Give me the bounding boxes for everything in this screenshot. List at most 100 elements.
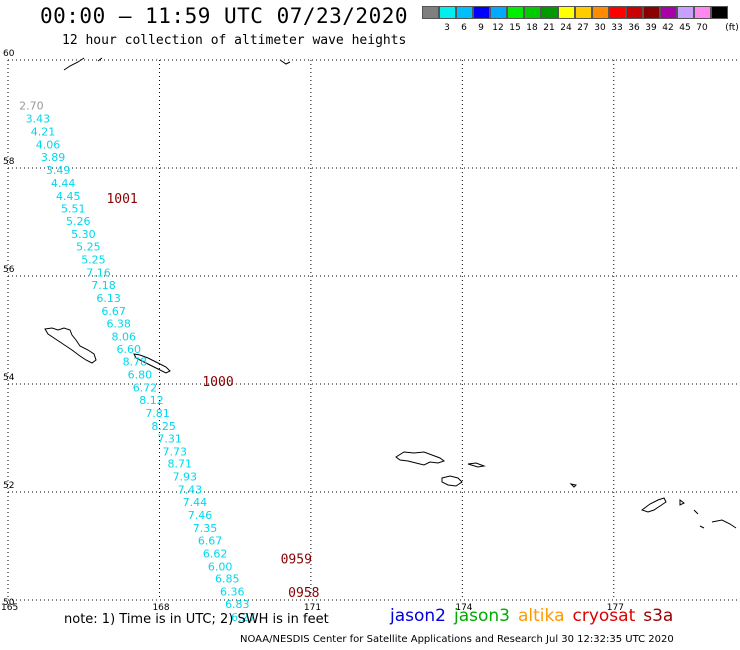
colorbar-swatch (439, 6, 456, 19)
swh-value-label: 6.72 (133, 382, 158, 395)
swh-value-label: 6.85 (215, 573, 240, 586)
swh-value-label: 6.62 (203, 547, 228, 560)
swh-value-label: 7.43 (178, 484, 203, 497)
swh-value-label: 3.43 (26, 113, 51, 126)
colorbar-label: 30 (594, 23, 606, 33)
coastline-bering-island (44, 327, 97, 364)
swh-value-label: 5.26 (66, 215, 91, 228)
coastline-buldir-island (569, 483, 578, 488)
satellite-legend: jason2 jason3 altika cryosat s3a (390, 606, 681, 626)
swh-value-label: 8.71 (168, 458, 193, 471)
colorbar-swatch (422, 6, 439, 19)
footer-note: note: 1) Time is in UTC; 2) SWH is in fe… (64, 612, 329, 627)
swh-value-label: 7.81 (145, 407, 170, 420)
coastline-medny-island (133, 353, 171, 374)
colorbar-swatch (660, 6, 677, 19)
swh-value-label: 6.67 (198, 534, 223, 547)
colorbar-label: 6 (461, 23, 467, 33)
swh-value-label: 7.73 (162, 445, 187, 458)
lon-tick-label: 171 (304, 603, 321, 613)
time-label: 1000 (202, 375, 233, 390)
swh-value-label: 5.25 (81, 254, 106, 267)
legend-item-altika: altika (518, 606, 565, 626)
coastline-attu-island (395, 451, 446, 466)
colorbar-swatch (541, 6, 558, 19)
swh-value-label: 3.49 (46, 164, 71, 177)
lon-tick-label: 177 (607, 603, 624, 613)
lon-tick-label: 174 (455, 603, 472, 613)
swh-track: 2.703.434.214.063.893.494.444.455.515.26… (19, 100, 256, 624)
swh-value-label: 6.83 (225, 598, 250, 611)
swh-value-label: 6.27 (231, 611, 256, 624)
colorbar-label: 27 (577, 23, 589, 33)
time-label: 1001 (106, 192, 137, 207)
axis-labels: 165 168 171 174 177 50 52 54 56 58 60 (1, 49, 624, 613)
swh-value-label: 7.16 (86, 267, 111, 280)
colorbar-swatch (558, 6, 575, 19)
lat-tick-label: 52 (3, 481, 14, 491)
lat-tick-label: 56 (3, 265, 15, 275)
colorbar-swatch (490, 6, 507, 19)
lat-tick-label: 60 (3, 49, 15, 59)
colorbar-swatch (694, 6, 711, 19)
swh-value-label: 5.30 (71, 228, 96, 241)
swh-value-label: 7.35 (193, 522, 218, 535)
colorbar-swatch (592, 6, 609, 19)
colorbar-swatch (575, 6, 592, 19)
legend-item-jason2: jason2 (390, 606, 446, 626)
swh-value-label: 7.31 (157, 432, 182, 445)
swh-value-label: 4.21 (31, 126, 55, 139)
swh-value-label: 7.44 (183, 496, 208, 509)
swh-value-label: 7.18 (91, 279, 116, 292)
colorbar-label: 15 (509, 23, 521, 33)
colorbar-label: 36 (628, 23, 640, 33)
colorbar-swatch (473, 6, 490, 19)
swh-value-label: 8.78 (123, 356, 147, 369)
swh-value-label: 6.13 (96, 292, 121, 305)
lat-tick-label: 54 (3, 373, 15, 383)
time-labels: 1001 1000 0959 0958 (106, 192, 319, 601)
colorbar-swatch (524, 6, 541, 19)
colorbar-swatch (609, 6, 626, 19)
colorbar-unit: (ft) (725, 23, 739, 33)
colorbar-label: 21 (543, 23, 555, 33)
colorbar-swatch (643, 6, 660, 19)
coastlines (44, 57, 737, 529)
colorbar-swatch (456, 6, 473, 19)
swh-value-label: 8.12 (139, 394, 164, 407)
colorbar-label: 45 (679, 23, 691, 33)
swh-value-label: 6.67 (101, 305, 126, 318)
colorbar-swatch (507, 6, 524, 19)
colorbar-label: 9 (478, 23, 484, 33)
swh-value-label: 6.60 (117, 343, 142, 356)
coastline-kiska-island (640, 497, 667, 513)
swh-value-label: 6.00 (208, 560, 233, 573)
swh-value-label: 8.06 (111, 330, 136, 343)
swh-value-label: 6.38 (106, 317, 131, 330)
coastline-rat-islands-east (679, 499, 737, 529)
coastline-kamchatka (63, 57, 291, 71)
colorbar-label: 70 (696, 23, 708, 33)
map-subtitle: 12 hour collection of altimeter wave hei… (62, 33, 407, 48)
time-label: 0959 (281, 552, 312, 567)
coastline-semichi-islands (467, 462, 486, 468)
colorbar-label: 18 (526, 23, 538, 33)
legend-item-cryosat: cryosat (572, 606, 636, 626)
swh-value-label: 7.93 (173, 471, 198, 484)
lat-tick-label: 58 (3, 157, 15, 167)
coastline-agattu-island (441, 475, 463, 487)
colorbar-label: 39 (645, 23, 657, 33)
legend-item-jason3: jason3 (454, 606, 510, 626)
swh-value-label: 4.06 (36, 139, 61, 152)
time-label: 0958 (288, 586, 319, 601)
colorbar-label: 33 (611, 23, 623, 33)
swh-value-label: 5.51 (61, 202, 86, 215)
swh-value-label: 4.44 (51, 177, 75, 190)
swh-value-label: 6.36 (220, 586, 245, 599)
lon-tick-label: 165 (1, 603, 18, 613)
colorbar-label: 3 (444, 23, 450, 33)
map-title: 00:00 – 11:59 UTC 07/23/2020 (40, 4, 409, 28)
swh-value-label: 6.80 (128, 369, 153, 382)
swh-value-label: 3.89 (41, 151, 66, 164)
